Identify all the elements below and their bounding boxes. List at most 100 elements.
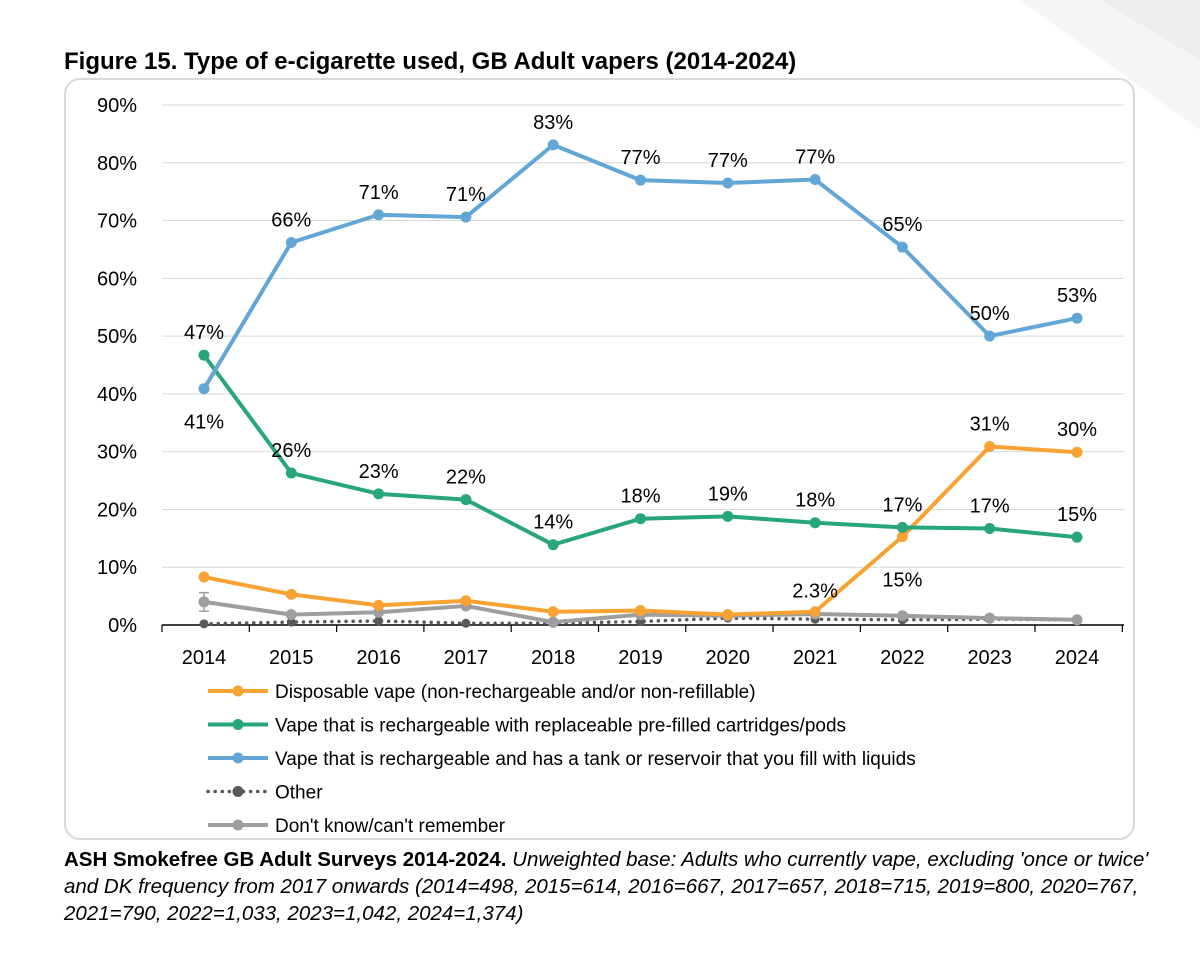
data-label-tank: 53% — [1057, 285, 1097, 307]
marker-tank — [635, 174, 646, 186]
data-label-pods: 47% — [184, 322, 224, 344]
marker-pods — [547, 539, 559, 551]
legend-marker-other — [232, 786, 244, 797]
data-label-tank: 71% — [359, 182, 399, 204]
x-tick-label: 2021 — [793, 647, 838, 669]
marker-other — [374, 616, 384, 626]
data-label-tank: 77% — [620, 147, 660, 169]
data-label-disposable: 15% — [882, 570, 922, 592]
legend-label-disposable: Disposable vape (non-rechargeable and/or… — [275, 682, 756, 703]
y-tick-label: 50% — [97, 326, 137, 348]
marker-other — [461, 618, 471, 628]
data-label-pods: 18% — [795, 490, 835, 512]
data-label-disposable: 31% — [970, 413, 1010, 435]
legend: Disposable vape (non-rechargeable and/or… — [206, 682, 916, 837]
marker-tank — [896, 241, 908, 253]
y-tick-label: 10% — [97, 557, 137, 579]
figure-caption: ASH Smokefree GB Adult Surveys 2014-2024… — [64, 846, 1174, 927]
marker-disposable — [547, 606, 559, 618]
data-label-pods: 15% — [1057, 504, 1097, 526]
data-label-pods: 19% — [708, 483, 748, 505]
marker-tank — [285, 237, 297, 249]
marker-dontknow — [984, 612, 996, 624]
marker-pods — [460, 494, 472, 506]
x-tick-label: 2018 — [531, 647, 576, 669]
data-label-disposable: 2.3% — [792, 581, 838, 603]
legend-marker-pods — [232, 719, 244, 730]
marker-pods — [896, 521, 908, 533]
data-label-pods: 23% — [359, 461, 399, 483]
legend-label-pods: Vape that is rechargeable with replaceab… — [275, 716, 846, 737]
y-tick-label: 90% — [97, 95, 137, 117]
marker-disposable — [373, 599, 385, 611]
y-tick-label: 20% — [97, 499, 137, 521]
x-tick-label: 2023 — [967, 647, 1012, 669]
marker-tank — [460, 211, 472, 223]
series-markers — [198, 139, 1083, 629]
data-label-tank: 77% — [708, 150, 748, 172]
x-tick-label: 2019 — [618, 647, 663, 669]
corner-decoration — [1020, 0, 1200, 130]
y-tick-label: 30% — [97, 442, 137, 464]
x-tick-label: 2017 — [444, 647, 489, 669]
data-label-tank: 77% — [795, 147, 835, 169]
marker-pods — [1071, 531, 1083, 543]
marker-tank — [547, 139, 559, 151]
data-label-tank: 83% — [533, 112, 573, 134]
axes: 0% 10% 20% 30% 40% 50% 60% 70% 80% 90% 2014 2015 201… — [97, 95, 1124, 669]
marker-dontknow — [1071, 614, 1083, 626]
data-label-disposable: 30% — [1057, 419, 1097, 441]
legend-marker-tank — [232, 752, 244, 764]
marker-disposable — [460, 595, 472, 607]
marker-pods — [809, 517, 821, 529]
marker-disposable — [198, 571, 210, 583]
x-tick-label: 2020 — [706, 647, 751, 669]
data-label-tank: 65% — [882, 214, 922, 236]
marker-disposable — [635, 605, 646, 617]
marker-disposable — [896, 531, 908, 543]
marker-dontknow — [896, 610, 908, 622]
legend-label-other: Other — [275, 783, 323, 804]
x-tick-label: 2022 — [880, 647, 925, 669]
marker-dontknow — [547, 616, 559, 628]
gridlines — [162, 104, 1124, 568]
marker-dontknow — [285, 609, 297, 621]
marker-pods — [722, 510, 734, 522]
marker-disposable — [809, 606, 821, 618]
data-label-pods: 26% — [271, 440, 311, 462]
legend-marker-dontknow — [232, 819, 244, 831]
x-tick-label: 2024 — [1055, 647, 1100, 669]
caption-source: ASH Smokefree GB Adult Surveys 2014-2024… — [64, 848, 507, 871]
data-label-tank: 66% — [271, 210, 311, 232]
marker-dontknow — [198, 596, 210, 608]
series-lines — [199, 142, 1079, 626]
marker-tank — [722, 177, 734, 189]
x-tick-label: 2016 — [356, 647, 401, 669]
marker-pods — [984, 523, 996, 535]
figure-title: Figure 15. Type of e-cigarette used, GB … — [64, 48, 797, 75]
marker-disposable — [984, 440, 996, 452]
y-tick-label: 0% — [108, 615, 137, 637]
chart-frame — [64, 78, 1135, 840]
marker-tank — [1071, 312, 1083, 324]
marker-tank — [984, 330, 996, 342]
legend-label-tank: Vape that is rechargeable and has a tank… — [275, 749, 916, 770]
data-label-tank: 41% — [184, 412, 224, 434]
data-label-pods: 14% — [533, 512, 573, 534]
x-tick-label: 2015 — [269, 647, 314, 669]
marker-pods — [373, 488, 385, 500]
data-label-pods: 22% — [446, 467, 486, 489]
marker-tank — [373, 209, 385, 221]
data-label-pods: 17% — [882, 494, 922, 516]
y-tick-label: 70% — [97, 211, 137, 233]
data-label-pods: 18% — [620, 486, 660, 508]
y-tick-label: 40% — [97, 384, 137, 406]
data-labels: 2.3% 15% 31% 30% 47% 26% 23% 22% 14% 18% 19% 18% 17%… — [184, 112, 1097, 603]
marker-disposable — [722, 609, 734, 621]
marker-disposable — [285, 588, 297, 600]
data-label-tank: 71% — [446, 184, 486, 206]
marker-pods — [198, 349, 210, 361]
marker-other — [286, 617, 296, 627]
y-tick-label: 80% — [97, 153, 137, 175]
